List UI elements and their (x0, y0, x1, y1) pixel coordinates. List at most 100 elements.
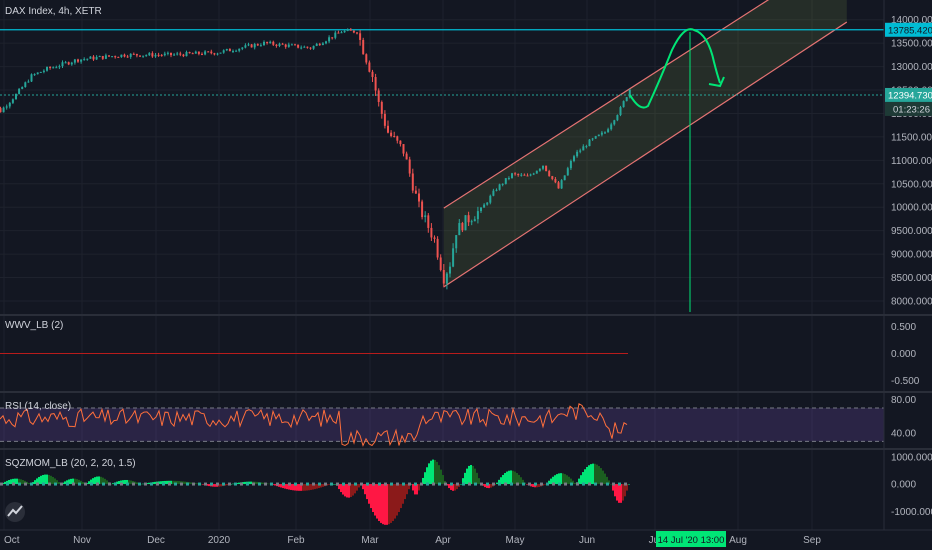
squeeze-dot (36, 482, 39, 486)
candle-body (495, 189, 498, 191)
candle-body (625, 97, 628, 102)
candle-body (554, 179, 557, 183)
momentum-bar (346, 484, 348, 498)
candle-body (306, 46, 309, 48)
squeeze-dot (378, 482, 381, 486)
squeeze-dot (354, 482, 357, 486)
momentum-bar (444, 480, 446, 485)
squeeze-dot (108, 482, 111, 486)
momentum-bar (580, 475, 582, 485)
candle-body (111, 56, 114, 58)
candle-body (585, 146, 588, 148)
candle-body (238, 48, 241, 51)
horizontal-levels[interactable] (0, 29, 884, 96)
squeeze-dot (456, 482, 459, 486)
momentum-bar (262, 482, 264, 485)
momentum-bar (50, 475, 52, 485)
momentum-bar (238, 482, 240, 485)
candle-body (365, 54, 368, 63)
candle-body (622, 101, 625, 108)
candle-body (191, 53, 194, 55)
tradingview-logo-icon[interactable] (5, 502, 25, 522)
candle-body (535, 170, 538, 174)
sqzmom-indicator-title[interactable]: SQZMOM_LB (20, 2, 20, 1.5) (5, 458, 136, 469)
squeeze-dot (606, 482, 609, 486)
candle-body (538, 168, 541, 171)
squeeze-dot (324, 482, 327, 486)
momentum-bar (358, 484, 360, 488)
momentum-bar (504, 473, 506, 485)
squeeze-dot (510, 482, 513, 486)
momentum-bar (118, 481, 120, 485)
candle-body (377, 90, 380, 102)
squeeze-dot (582, 482, 585, 486)
candle-body (356, 32, 358, 34)
candle-body (480, 207, 482, 212)
candle-body (514, 173, 517, 175)
momentum-bar (42, 474, 44, 485)
momentum-bar (372, 484, 374, 513)
momentum-bar (52, 476, 54, 485)
rsi-indicator-title[interactable]: RSI (14, close) (5, 401, 71, 412)
squeeze-dot (474, 482, 477, 486)
momentum-bar (178, 481, 180, 485)
pane-separators[interactable] (0, 0, 932, 531)
momentum-bar (522, 479, 524, 485)
candle-body (445, 273, 448, 284)
candle-body (303, 46, 306, 48)
momentum-bar (282, 484, 284, 489)
momentum-bar (298, 484, 300, 491)
candle-body (188, 52, 191, 54)
momentum-bar (610, 484, 612, 485)
candle-body (569, 160, 572, 169)
wwv-indicator-title[interactable]: WWV_LB (2) (5, 320, 63, 331)
candle-body (27, 81, 30, 83)
momentum-bar (90, 479, 92, 485)
squeeze-dot (288, 482, 291, 486)
candle-body (173, 54, 176, 56)
candle-body (80, 59, 83, 62)
squeeze-dot (444, 482, 447, 486)
level-price-label: 12394.730 (888, 90, 932, 101)
candle-body (263, 41, 265, 46)
candle-body (294, 44, 296, 46)
candle-body (380, 101, 383, 114)
squeeze-dot (312, 482, 315, 486)
squeeze-dot (72, 482, 75, 486)
momentum-bar (362, 484, 364, 490)
candle-body (346, 29, 349, 31)
candle-body (455, 235, 458, 249)
momentum-bar (208, 484, 210, 487)
momentum-bar (536, 484, 538, 488)
momentum-bar (14, 478, 16, 485)
momentum-bar (484, 484, 486, 488)
squeeze-dot (24, 482, 27, 486)
momentum-bar (380, 484, 382, 523)
momentum-bar (96, 476, 98, 485)
momentum-bar (612, 484, 614, 491)
axis-labels: 13785.420 12394.730 01:23:26 (885, 22, 932, 116)
candle-body (154, 54, 157, 57)
squeeze-dot (126, 482, 129, 486)
momentum-bar (132, 481, 134, 485)
candle-body (548, 171, 551, 177)
momentum-bar (428, 463, 430, 485)
candle-body (557, 182, 560, 189)
candle-body (309, 47, 312, 49)
candle-body (492, 190, 495, 196)
squeeze-dot (156, 482, 159, 486)
candle-body (244, 45, 247, 48)
momentum-bar (408, 484, 410, 490)
momentum-bar (164, 480, 166, 485)
momentum-bar (8, 480, 10, 485)
squeeze-dot (336, 482, 339, 486)
momentum-bar (596, 464, 598, 485)
time-axis[interactable]: Oct Nov Dec 2020 Feb Mar Apr May Jun Jul Aug Sep 14 … (4, 531, 821, 547)
momentum-bar (466, 468, 468, 485)
squeeze-dot (246, 482, 249, 486)
candle-body (467, 215, 470, 223)
squeeze-dot (264, 482, 267, 486)
squeeze-dot (462, 482, 465, 486)
squeeze-dot (522, 482, 525, 486)
